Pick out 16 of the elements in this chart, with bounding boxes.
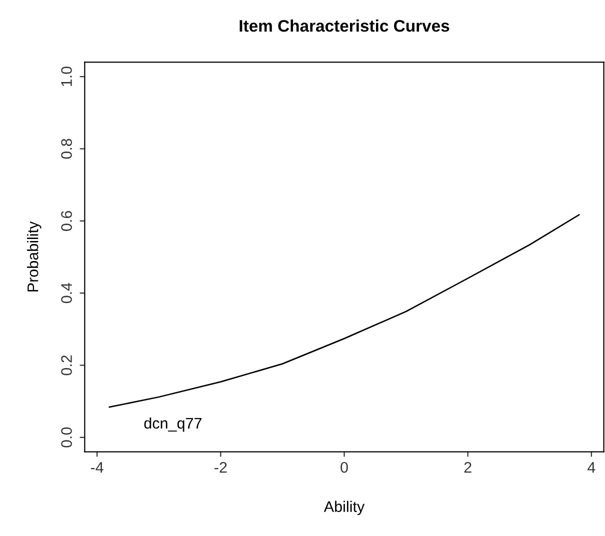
y-tick-label: 0.4 — [61, 282, 72, 304]
x-tick-label: 4 — [588, 462, 596, 473]
y-tick-label: 0.8 — [61, 138, 72, 159]
y-tick-label: 1.0 — [61, 66, 72, 86]
y-tick-label: 0.2 — [61, 355, 72, 376]
x-tick-label: -4 — [90, 462, 104, 473]
y-tick-label: 0.0 — [61, 427, 72, 448]
chart-title: Item Characteristic Curves — [240, 20, 450, 32]
x-tick-label: 2 — [464, 462, 472, 473]
y-axis-title: Probability — [27, 221, 42, 292]
line-series — [108, 214, 580, 408]
x-tick-label: -2 — [214, 462, 227, 473]
x-axis-title: Ability — [324, 500, 365, 516]
y-tick-label: 0.6 — [61, 210, 72, 231]
x-tick-label: 0 — [340, 462, 348, 473]
annotation: dcn_q77 — [144, 417, 202, 432]
